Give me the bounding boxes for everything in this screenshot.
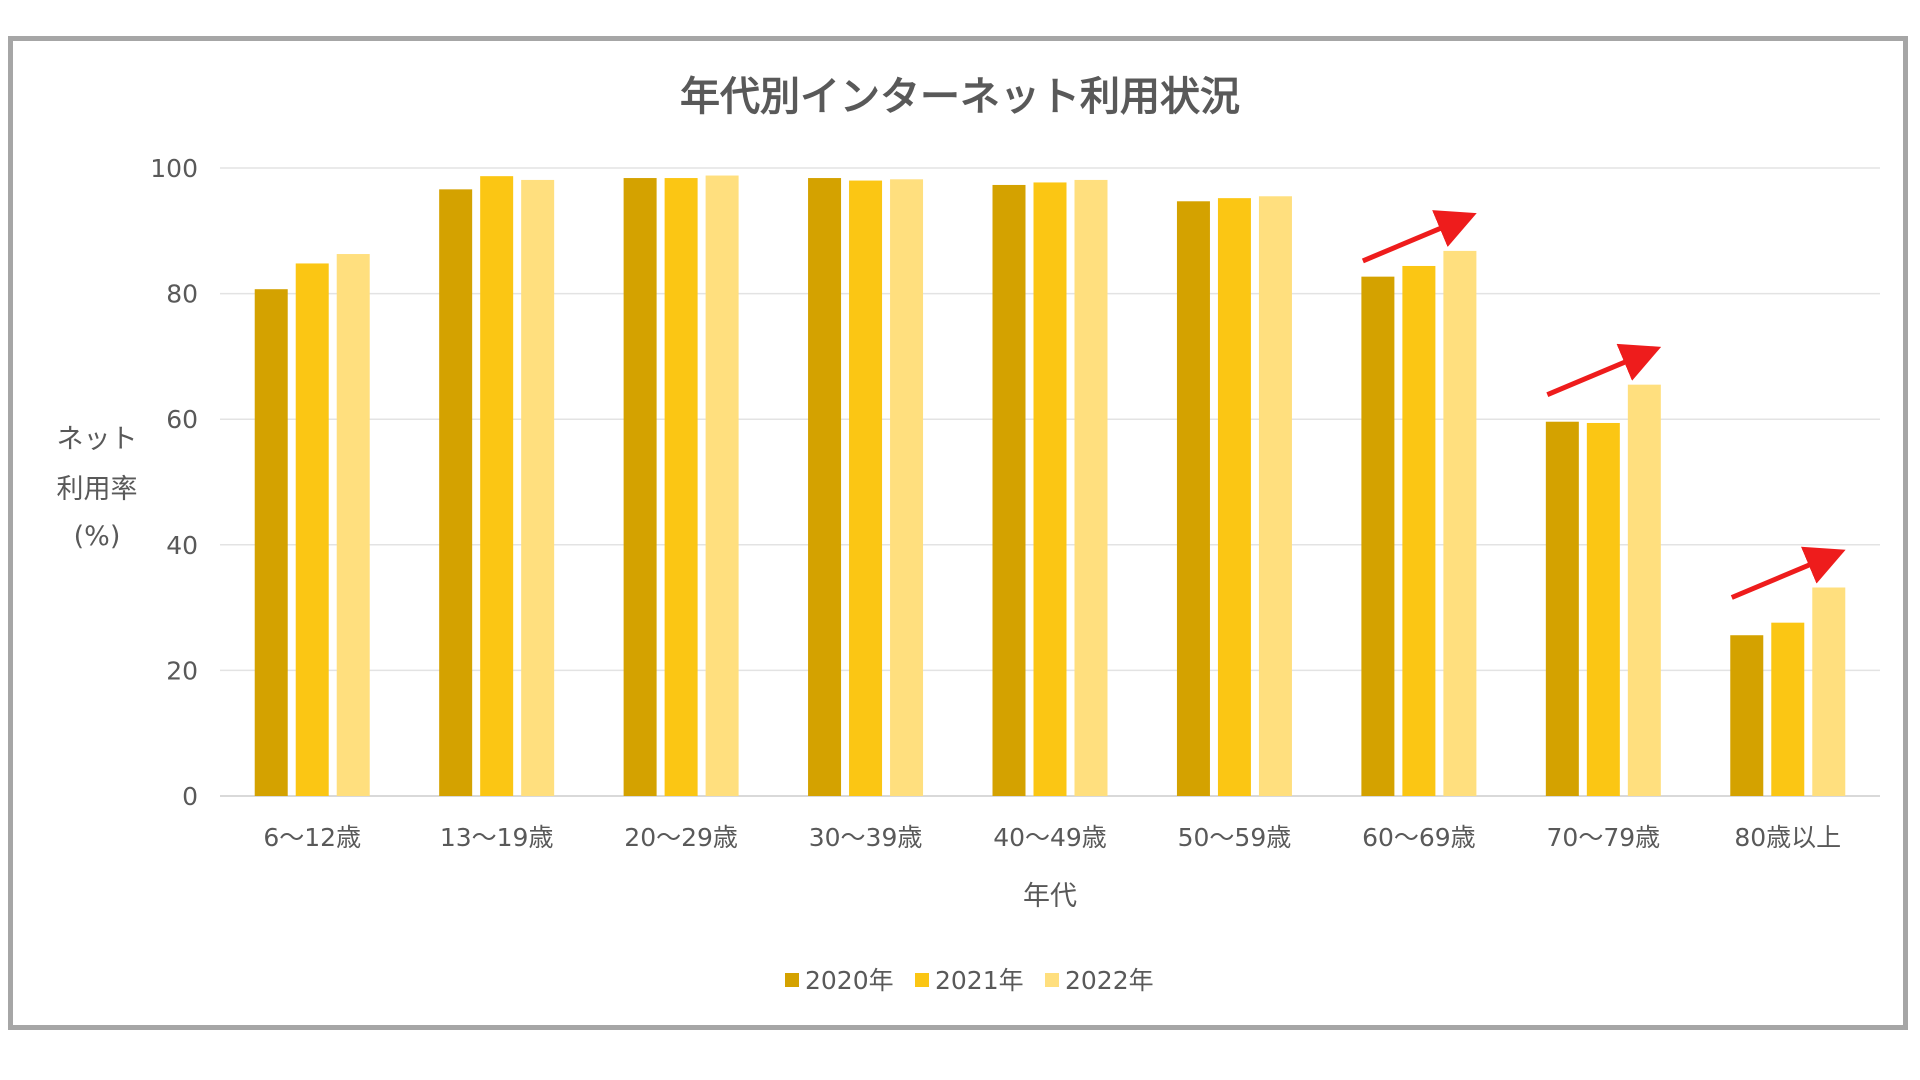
legend-label: 2022年	[1065, 966, 1154, 995]
bars	[254, 175, 1846, 797]
legend-label: 2020年	[805, 966, 894, 995]
trend-arrow	[1730, 546, 1846, 600]
bar	[992, 184, 1026, 796]
legend: 2020年 2021年 2022年	[785, 966, 1154, 995]
y-tick-label: 60	[166, 405, 198, 434]
x-tick-label: 50～59歳	[1178, 823, 1292, 852]
bar	[1730, 635, 1764, 796]
y-tick-label: 0	[182, 782, 198, 811]
x-tick-label: 13～19歳	[440, 823, 554, 852]
chart-frame	[8, 36, 1908, 1030]
trend-arrows	[1361, 210, 1846, 600]
y-tick-label: 80	[166, 280, 198, 309]
bar	[439, 189, 473, 797]
y-axis-label-line-3: (%)	[74, 521, 121, 552]
bar	[1176, 201, 1210, 796]
bar	[1361, 276, 1395, 796]
bar	[664, 178, 698, 797]
bar	[890, 179, 924, 796]
y-tick-label: 20	[166, 656, 198, 685]
x-tick-labels: 6～12歳 13～19歳 20～29歳 30～39歳 40～49歳 50～59歳 60～69…	[263, 823, 1841, 852]
bar	[1586, 422, 1620, 796]
legend-swatch	[915, 973, 929, 987]
legend-swatch	[785, 973, 799, 987]
bar	[480, 176, 514, 796]
y-axis-label-line-1: ネット	[57, 424, 138, 455]
trend-arrow	[1361, 210, 1477, 264]
bar	[849, 180, 883, 796]
bar	[1217, 198, 1251, 797]
trend-arrow	[1546, 343, 1662, 397]
x-tick-label: 20～29歳	[624, 823, 738, 852]
bar	[521, 179, 555, 796]
y-tick-label: 100	[150, 154, 198, 183]
legend-swatch	[1045, 973, 1059, 987]
y-axis-label: ネット 利用率 (%)	[57, 424, 138, 552]
bar	[336, 254, 370, 796]
x-tick-label: 70～79歳	[1547, 823, 1661, 852]
y-tick-labels: 0 20 40 60 80 100	[150, 154, 198, 811]
bar	[1033, 182, 1067, 797]
bar	[705, 175, 739, 796]
x-tick-label: 30～39歳	[809, 823, 923, 852]
bar	[1545, 421, 1579, 796]
bar	[1627, 384, 1661, 796]
bar	[254, 289, 288, 796]
bar	[1074, 179, 1108, 796]
y-tick-label: 40	[166, 531, 198, 560]
bar	[808, 178, 842, 797]
x-axis-label: 年代	[1023, 881, 1077, 912]
bar	[295, 263, 329, 796]
bar	[1771, 622, 1805, 796]
bar	[1812, 587, 1846, 796]
x-tick-label: 40～49歳	[993, 823, 1107, 852]
x-tick-label: 6～12歳	[263, 823, 361, 852]
legend-label: 2021年	[935, 966, 1024, 995]
x-tick-label: 80歳以上	[1734, 823, 1841, 852]
bar	[1443, 250, 1477, 796]
chart-title: 年代別インターネット利用状況	[680, 74, 1240, 120]
bar	[623, 178, 657, 797]
bar	[1402, 265, 1436, 796]
y-axis-label-line-2: 利用率	[57, 474, 138, 505]
bar	[1258, 196, 1292, 796]
x-tick-label: 60～69歳	[1362, 823, 1476, 852]
